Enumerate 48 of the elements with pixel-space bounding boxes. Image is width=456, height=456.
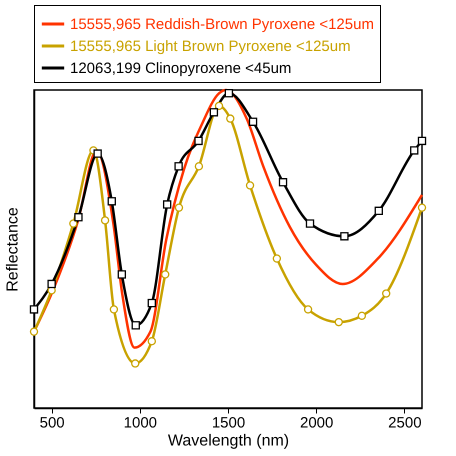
x-axis-title: Wavelength (nm) [168,432,290,450]
legend-label: 15555,965 Light Brown Pyroxene <125um [70,38,351,55]
point [161,270,170,279]
point [382,289,390,298]
point [226,114,234,123]
x-tick-label: 1000 [124,414,158,432]
point [148,337,156,346]
point [30,328,38,336]
point [304,305,312,314]
point [418,203,426,212]
point [174,162,183,171]
point [374,206,383,216]
point [272,254,282,263]
point [246,181,254,190]
point [214,102,224,110]
point [334,318,343,326]
point [410,146,418,155]
point [194,136,203,146]
point [118,270,126,279]
point [194,162,204,170]
x-tick-label: 500 [40,414,65,432]
x-tick-label: 1500 [212,414,246,432]
point [100,216,110,225]
legend-label: 12063,199 Clinopyroxene <45um [70,60,292,77]
point [108,197,116,206]
point [69,219,78,228]
point [358,312,366,320]
point [30,305,38,314]
point [148,298,156,308]
point [224,88,234,98]
point [418,136,426,146]
point [74,213,83,222]
point [93,149,102,158]
point [174,203,184,212]
legend-label: 15555,965 Reddish-Brown Pyroxene <125um [70,16,374,33]
point [132,321,140,330]
point [340,232,349,240]
point [278,178,288,186]
point [162,200,172,209]
point [110,305,118,314]
x-tick-label: 2500 [388,414,422,432]
point [248,118,258,126]
point [210,108,218,116]
x-tick-label: 2000 [300,414,334,432]
y-axis-title: Reflectance [4,207,22,292]
point [131,359,140,368]
point [306,219,314,228]
point [47,280,56,288]
